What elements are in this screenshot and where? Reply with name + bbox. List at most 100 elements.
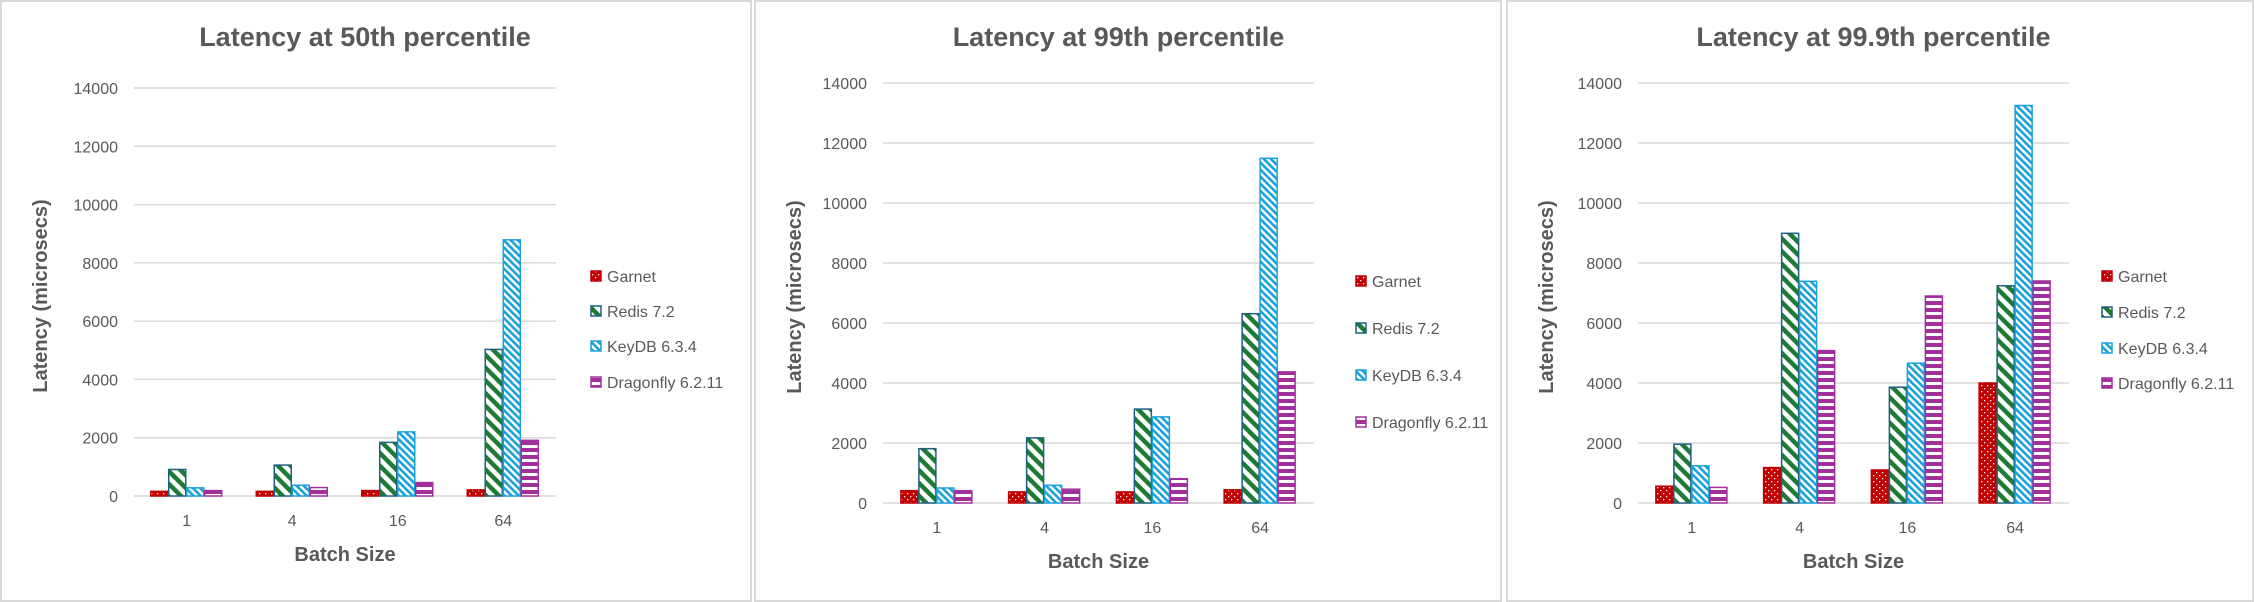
y-tick-label: 6000 <box>831 316 867 333</box>
legend-swatch <box>590 340 602 352</box>
bar-redis-7-2-1 <box>918 447 937 504</box>
legend-item-keydb-6-3-4: KeyDB 6.3.4 <box>590 339 697 356</box>
bar-redis-7-2-16 <box>379 441 398 497</box>
legend-item-garnet: Garnet <box>590 269 656 286</box>
y-tick-label: 10000 <box>74 198 119 215</box>
chart-title: Latency at 99.9th percentile <box>1696 22 2050 52</box>
chart-title: Latency at 99th percentile <box>953 22 1285 52</box>
legend-item-garnet: Garnet <box>2101 269 2167 286</box>
bar-keydb-6-3-4-4 <box>291 484 310 497</box>
y-tick-label: 8000 <box>831 256 867 273</box>
chart-title: Latency at 50th percentile <box>199 22 531 52</box>
y-tick-label: 12000 <box>823 136 868 153</box>
y-tick-label: 0 <box>858 496 867 513</box>
chart-panel-1: Latency at 50th percentile 0 2000 4000 6000 8… <box>0 0 752 602</box>
legend-label: Dragonfly 6.2.11 <box>607 375 723 392</box>
legend-item-keydb-6-3-4: KeyDB 6.3.4 <box>2101 341 2208 358</box>
legend-swatch <box>590 376 602 388</box>
legend-label: Dragonfly 6.2.11 <box>2118 376 2234 393</box>
legend-item-dragonfly-6-2-11: Dragonfly 6.2.11 <box>590 375 723 392</box>
bar-dragonfly-6-2-11-64 <box>520 439 539 497</box>
legend-swatch <box>1355 275 1367 287</box>
chart-border <box>0 0 752 602</box>
x-tick-label: 64 <box>2006 520 2024 537</box>
y-tick-label: 10000 <box>823 196 868 213</box>
x-axis-title: Batch Size <box>1803 551 1904 573</box>
legend-item-keydb-6-3-4: KeyDB 6.3.4 <box>1355 368 1462 385</box>
bar-dragonfly-6-2-11-64 <box>1277 371 1296 504</box>
legend-label: KeyDB 6.3.4 <box>1372 368 1462 385</box>
x-tick-label: 4 <box>288 513 297 530</box>
y-tick-label: 10000 <box>1578 196 1623 213</box>
bar-keydb-6-3-4-16 <box>1151 416 1171 504</box>
y-tick-label: 8000 <box>1586 256 1622 273</box>
bar-garnet-16 <box>361 489 380 497</box>
legend-label: Redis 7.2 <box>1372 321 1440 338</box>
x-tick-label: 4 <box>1040 520 1049 537</box>
x-axis-title: Batch Size <box>294 544 395 566</box>
legend-swatch <box>2101 342 2113 354</box>
bar-keydb-6-3-4-1 <box>936 487 955 504</box>
y-tick-label: 0 <box>1613 496 1622 513</box>
y-tick-label: 0 <box>109 489 118 506</box>
bar-keydb-6-3-4-64 <box>2014 104 2033 504</box>
bar-dragonfly-6-2-11-16 <box>1169 477 1189 504</box>
y-axis-title: Latency (microsecs) <box>1536 200 1558 393</box>
bar-redis-7-2-16 <box>1888 386 1908 504</box>
bar-garnet-4 <box>1007 491 1027 504</box>
bar-dragonfly-6-2-11-16 <box>1924 295 1944 504</box>
x-tick-label: 4 <box>1795 520 1804 537</box>
y-tick-label: 2000 <box>831 436 867 453</box>
bar-dragonfly-6-2-11-1 <box>1709 486 1728 504</box>
bar-dragonfly-6-2-11-64 <box>2032 280 2051 504</box>
x-tick-label: 1 <box>932 520 941 537</box>
bar-redis-7-2-64 <box>1241 312 1260 504</box>
y-tick-label: 14000 <box>823 76 868 93</box>
legend-item-redis-7-2: Redis 7.2 <box>590 304 675 321</box>
bar-garnet-1 <box>150 490 169 497</box>
bar-garnet-64 <box>1978 382 1997 504</box>
y-tick-label: 4000 <box>82 372 118 389</box>
legend-item-redis-7-2: Redis 7.2 <box>1355 321 1440 338</box>
bar-keydb-6-3-4-4 <box>1798 280 1818 504</box>
legend-label: Dragonfly 6.2.11 <box>1372 415 1488 432</box>
legend-label: Garnet <box>607 269 656 286</box>
bar-dragonfly-6-2-11-1 <box>204 489 223 497</box>
bar-garnet-1 <box>900 489 919 504</box>
bar-keydb-6-3-4-64 <box>502 239 521 497</box>
bar-garnet-4 <box>255 490 274 497</box>
y-tick-label: 12000 <box>1578 136 1623 153</box>
y-tick-label: 6000 <box>1586 316 1622 333</box>
x-axis-title: Batch Size <box>1048 551 1149 573</box>
legend-label: KeyDB 6.3.4 <box>2118 341 2208 358</box>
legend-item-dragonfly-6-2-11: Dragonfly 6.2.11 <box>1355 415 1488 432</box>
y-axis-title: Latency (microsecs) <box>784 200 806 393</box>
legend-swatch <box>1355 416 1367 428</box>
x-tick-label: 1 <box>182 513 191 530</box>
bar-garnet-16 <box>1115 491 1135 504</box>
bar-garnet-64 <box>466 489 485 497</box>
y-tick-label: 12000 <box>74 139 119 156</box>
bar-redis-7-2-16 <box>1133 408 1153 504</box>
legend-item-dragonfly-6-2-11: Dragonfly 6.2.11 <box>2101 376 2234 393</box>
bar-keydb-6-3-4-16 <box>1906 362 1926 504</box>
bar-redis-7-2-4 <box>1780 232 1800 504</box>
bar-keydb-6-3-4-4 <box>1043 484 1063 504</box>
bar-dragonfly-6-2-11-4 <box>1061 488 1081 504</box>
legend-swatch <box>2101 306 2113 318</box>
legend-swatch <box>1355 369 1367 381</box>
x-tick-label: 16 <box>1898 520 1916 537</box>
legend-swatch <box>590 270 602 282</box>
legend-item-garnet: Garnet <box>1355 274 1421 291</box>
legend-swatch <box>1355 322 1367 334</box>
bar-garnet-16 <box>1870 469 1890 504</box>
y-tick-label: 4000 <box>831 376 867 393</box>
bar-dragonfly-6-2-11-1 <box>954 489 973 504</box>
y-tick-label: 8000 <box>82 256 118 273</box>
y-tick-label: 14000 <box>74 81 119 98</box>
legend-label: Garnet <box>2118 269 2167 286</box>
chart-panel-3: Latency at 99.9th percentile 0 2000 4000 600… <box>1506 0 2254 602</box>
legend-label: Redis 7.2 <box>607 304 675 321</box>
x-tick-label: 1 <box>1687 520 1696 537</box>
bar-redis-7-2-4 <box>273 464 292 497</box>
